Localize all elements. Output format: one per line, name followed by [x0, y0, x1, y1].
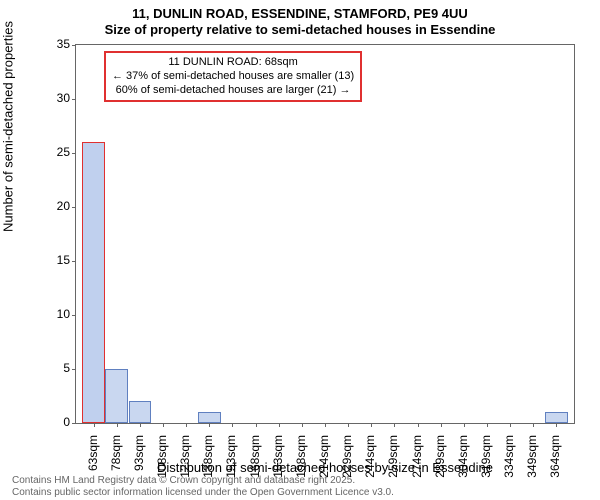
y-tick-label: 20 — [40, 199, 70, 213]
x-tick-label: 78sqm — [109, 435, 123, 485]
x-tick-mark — [302, 423, 303, 427]
y-tick-mark — [72, 153, 76, 154]
x-tick-mark — [279, 423, 280, 427]
x-tick-label: 93sqm — [132, 435, 146, 485]
bar — [129, 401, 152, 423]
x-tick-label: 168sqm — [248, 435, 262, 485]
y-tick-mark — [72, 45, 76, 46]
x-tick-label: 274sqm — [410, 435, 424, 485]
chart-titles: 11, DUNLIN ROAD, ESSENDINE, STAMFORD, PE… — [0, 6, 600, 37]
x-tick-mark — [209, 423, 210, 427]
y-tick-mark — [72, 315, 76, 316]
x-tick-mark — [441, 423, 442, 427]
x-tick-label: 123sqm — [178, 435, 192, 485]
callout-line-2: ← 37% of semi-detached houses are smalle… — [112, 70, 354, 84]
x-tick-mark — [533, 423, 534, 427]
callout-line-3: 60% of semi-detached houses are larger (… — [112, 84, 354, 98]
callout-line-1: 11 DUNLIN ROAD: 68sqm — [112, 56, 354, 70]
x-tick-mark — [487, 423, 488, 427]
y-tick-label: 5 — [40, 361, 70, 375]
x-tick-mark — [140, 423, 141, 427]
x-tick-label: 153sqm — [224, 435, 238, 485]
x-tick-mark — [464, 423, 465, 427]
y-tick-label: 0 — [40, 415, 70, 429]
x-tick-label: 364sqm — [548, 435, 562, 485]
x-tick-label: 138sqm — [201, 435, 215, 485]
y-tick-label: 35 — [40, 37, 70, 51]
bar — [198, 412, 221, 423]
x-tick-label: 63sqm — [86, 435, 100, 485]
x-tick-label: 349sqm — [525, 435, 539, 485]
x-tick-mark — [186, 423, 187, 427]
bar-highlighted — [82, 142, 105, 423]
x-tick-mark — [256, 423, 257, 427]
x-tick-mark — [556, 423, 557, 427]
footer-line-2: Contains public sector information licen… — [12, 487, 394, 499]
y-tick-label: 10 — [40, 307, 70, 321]
y-tick-mark — [72, 207, 76, 208]
x-tick-label: 334sqm — [502, 435, 516, 485]
x-tick-mark — [232, 423, 233, 427]
x-tick-label: 229sqm — [340, 435, 354, 485]
y-tick-mark — [72, 369, 76, 370]
x-tick-label: 259sqm — [386, 435, 400, 485]
y-tick-label: 30 — [40, 91, 70, 105]
y-tick-mark — [72, 261, 76, 262]
callout-box: 11 DUNLIN ROAD: 68sqm ← 37% of semi-deta… — [104, 51, 362, 102]
bar — [545, 412, 568, 423]
x-tick-mark — [117, 423, 118, 427]
x-tick-mark — [371, 423, 372, 427]
x-tick-label: 304sqm — [456, 435, 470, 485]
chart-container: 11, DUNLIN ROAD, ESSENDINE, STAMFORD, PE… — [0, 0, 600, 500]
x-tick-label: 244sqm — [363, 435, 377, 485]
x-tick-label: 214sqm — [317, 435, 331, 485]
x-tick-label: 319sqm — [479, 435, 493, 485]
y-tick-mark — [72, 99, 76, 100]
x-tick-mark — [348, 423, 349, 427]
title-line-2: Size of property relative to semi-detach… — [0, 22, 600, 38]
title-line-1: 11, DUNLIN ROAD, ESSENDINE, STAMFORD, PE… — [0, 6, 600, 22]
y-tick-label: 15 — [40, 253, 70, 267]
x-tick-mark — [94, 423, 95, 427]
x-tick-mark — [510, 423, 511, 427]
x-tick-mark — [163, 423, 164, 427]
x-tick-label: 198sqm — [294, 435, 308, 485]
x-tick-mark — [418, 423, 419, 427]
y-tick-label: 25 — [40, 145, 70, 159]
x-tick-label: 289sqm — [433, 435, 447, 485]
bar — [105, 369, 128, 423]
x-tick-label: 108sqm — [155, 435, 169, 485]
y-tick-mark — [72, 423, 76, 424]
plot-area: 11 DUNLIN ROAD: 68sqm ← 37% of semi-deta… — [75, 44, 575, 424]
x-tick-mark — [325, 423, 326, 427]
x-tick-mark — [394, 423, 395, 427]
x-tick-label: 183sqm — [271, 435, 285, 485]
y-axis-label: Number of semi-detached properties — [1, 21, 16, 232]
